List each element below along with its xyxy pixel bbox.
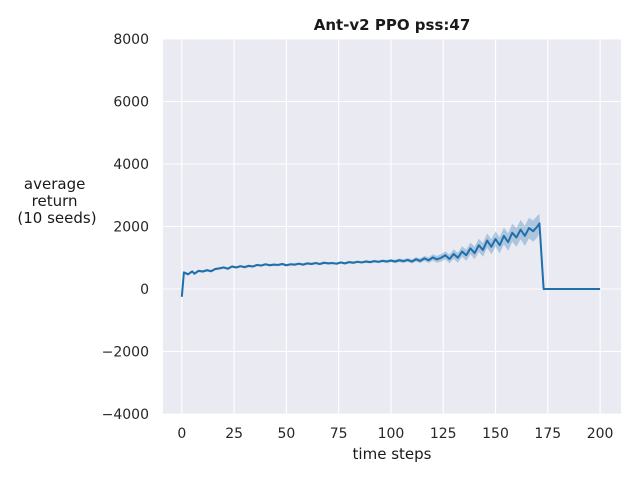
y-tick-labels: −4000 −2000 0 2000 4000 6000 8000 xyxy=(102,32,149,423)
x-tick-label: 50 xyxy=(277,426,295,442)
x-tick-label: 0 xyxy=(177,426,186,442)
y-tick-label: 2000 xyxy=(113,220,149,236)
x-tick-label: 175 xyxy=(534,426,561,442)
x-tick-labels: 0 25 50 75 100 125 150 175 200 xyxy=(177,426,613,442)
series-line xyxy=(180,222,601,297)
x-tick-label: 25 xyxy=(225,426,243,442)
y-tick-label: 4000 xyxy=(113,157,149,173)
confidence-band-layer xyxy=(181,214,601,297)
y-tick-label: −4000 xyxy=(102,407,149,423)
x-tick-label: 100 xyxy=(378,426,405,442)
y-tick-label: 6000 xyxy=(113,95,149,111)
y-axis-label-line-3: (10 seeds) xyxy=(17,209,96,227)
y-tick-label: 8000 xyxy=(113,32,149,48)
y-tick-label: 0 xyxy=(140,282,149,298)
series-confidence-band xyxy=(181,214,601,297)
y-axis-label-line-2: return xyxy=(32,192,78,210)
x-tick-label: 75 xyxy=(330,426,348,442)
y-tick-label: −2000 xyxy=(102,345,149,361)
chart-title: Ant-v2 PPO pss:47 xyxy=(314,16,471,34)
x-tick-label: 200 xyxy=(587,426,614,442)
y-axis-label-line-1: average xyxy=(24,175,85,193)
grid xyxy=(163,38,621,415)
x-tick-label: 150 xyxy=(482,426,509,442)
series-line-layer xyxy=(180,222,601,297)
x-axis-label: time steps xyxy=(353,445,432,463)
x-tick-label: 125 xyxy=(430,426,457,442)
y-axis-label: average return (10 seeds) xyxy=(17,175,96,227)
